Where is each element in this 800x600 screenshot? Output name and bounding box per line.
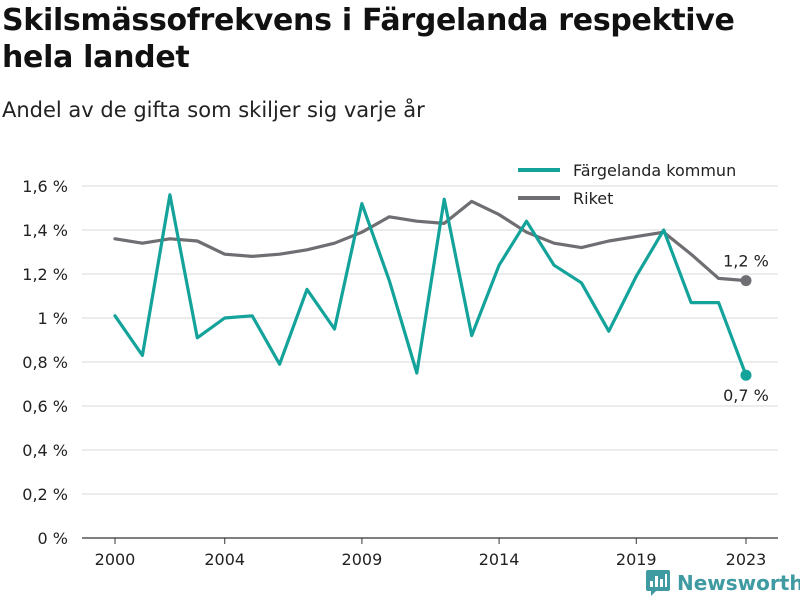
- y-tick-label: 1 %: [38, 309, 68, 328]
- legend-label: Färgelanda kommun: [573, 161, 736, 180]
- x-tick-label: 2023: [726, 550, 767, 569]
- x-tick-label: 2000: [95, 550, 136, 569]
- legend-label: Riket: [573, 189, 613, 208]
- x-tick-label: 2009: [342, 550, 383, 569]
- series-line-fargelanda: [113, 193, 748, 377]
- end-value-label: 1,2 %: [723, 252, 769, 271]
- end-point-marker: [740, 275, 752, 287]
- end-point-marker: [740, 369, 752, 381]
- y-tick-label: 0,8 %: [22, 353, 68, 372]
- y-tick-label: 0,6 %: [22, 397, 68, 416]
- x-tick-label: 2004: [204, 550, 245, 569]
- series-line-riket: [113, 199, 748, 283]
- y-tick-label: 0 %: [38, 529, 68, 548]
- y-tick-label: 1,2 %: [22, 265, 68, 284]
- y-tick-label: 0,4 %: [22, 441, 68, 460]
- y-tick-label: 0,2 %: [22, 485, 68, 504]
- chart-subtitle: Andel av de gifta som skiljer sig varje …: [2, 98, 425, 122]
- x-tick-label: 2014: [479, 550, 520, 569]
- y-tick-label: 1,6 %: [22, 177, 68, 196]
- x-tick-label: 2019: [616, 550, 657, 569]
- end-value-label: 0,7 %: [723, 386, 769, 405]
- chart-title: Skilsmässofrekvens i Färgelanda respekti…: [2, 3, 735, 75]
- y-tick-label: 1,4 %: [22, 221, 68, 240]
- newsworthy-logo-icon: [646, 570, 670, 596]
- brand-logo: Newsworthy: [645, 568, 800, 598]
- brand-name: Newsworthy: [677, 571, 800, 595]
